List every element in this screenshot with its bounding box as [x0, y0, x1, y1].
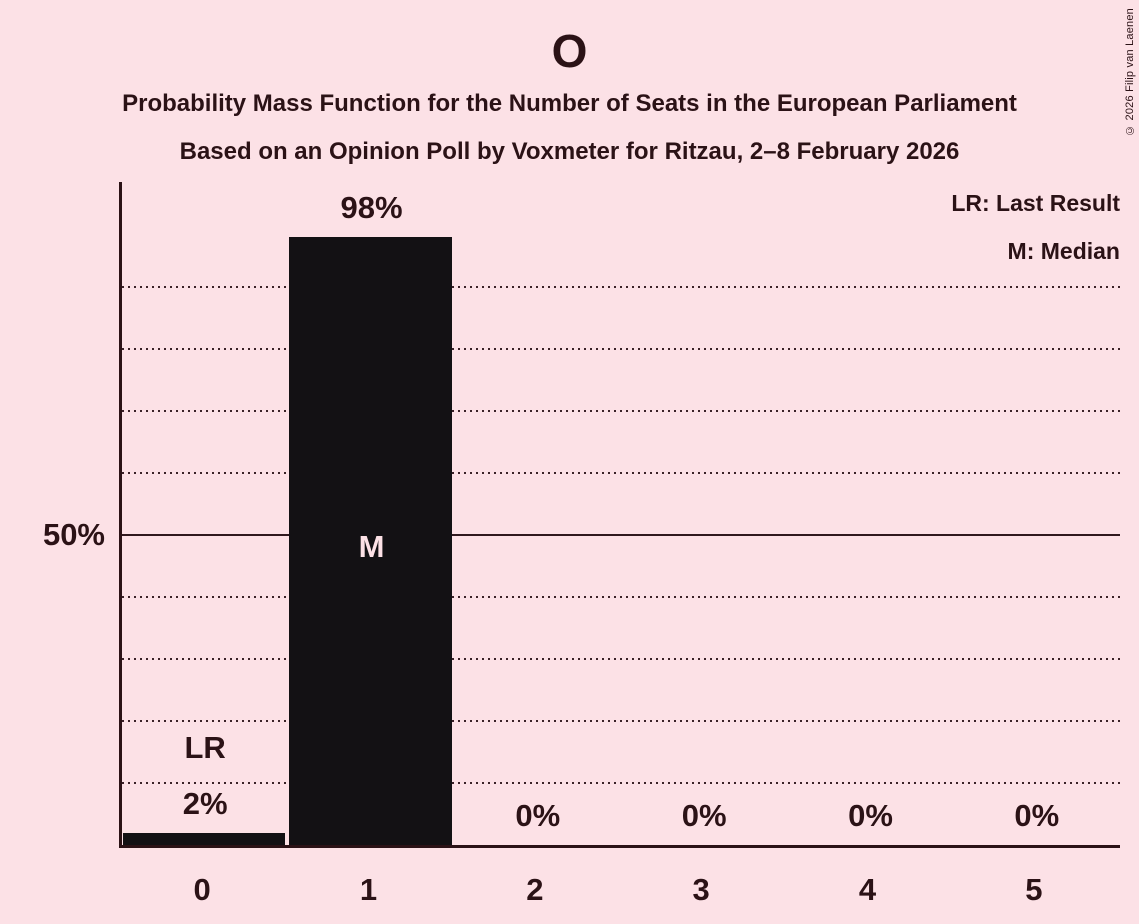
- value-label-seats-4: 0%: [848, 798, 893, 833]
- value-label-seats-0: 2%: [182, 785, 228, 821]
- last-result-label: LR: [184, 729, 226, 765]
- gridline-50pct-solid: [122, 534, 1120, 536]
- gridline-30pct: [122, 658, 1120, 660]
- legend-last-result: LR: Last Result: [951, 190, 1120, 216]
- x-axis-label-0: 0: [193, 872, 211, 907]
- gridline-80pct: [122, 348, 1120, 350]
- value-label-seats-2: 0%: [515, 798, 561, 833]
- legend-median: M: Median: [1007, 238, 1120, 264]
- chart-title: O: [551, 25, 588, 77]
- gridline-20pct: [122, 720, 1120, 722]
- chart-subtitle-line2: Based on an Opinion Poll by Voxmeter for…: [179, 138, 960, 165]
- x-axis-label-4: 4: [858, 872, 877, 907]
- value-label-seats-1: 98%: [340, 190, 403, 226]
- x-axis-label-5: 5: [1025, 872, 1043, 907]
- gridline-70pct: [122, 410, 1120, 412]
- gridline-60pct: [122, 472, 1120, 474]
- chart-legend: LR: Last Result M: Median: [951, 179, 1120, 275]
- x-axis-label-2: 2: [526, 872, 544, 907]
- x-axis-label-3: 3: [692, 872, 710, 907]
- value-label-seats-5: 0%: [1014, 798, 1060, 833]
- value-label-seats-3: 0%: [681, 798, 727, 833]
- chart-subtitle-line1: Probability Mass Function for the Number…: [122, 90, 1017, 117]
- plot-area: 2% 98% 0% 0% 0% 0% LR M: [119, 182, 1120, 848]
- y-axis-tick-label: 50%: [42, 517, 105, 552]
- gridline-40pct: [122, 596, 1120, 598]
- bar-seats-1: [289, 237, 452, 845]
- gridline-90pct: [122, 286, 1120, 288]
- median-label: M: [358, 529, 385, 565]
- gridline-10pct: [122, 782, 1120, 784]
- x-axis-labels: 0 1 2 3 4 5: [119, 868, 1120, 912]
- x-axis-label-1: 1: [359, 872, 378, 907]
- bar-seats-0: [123, 832, 286, 845]
